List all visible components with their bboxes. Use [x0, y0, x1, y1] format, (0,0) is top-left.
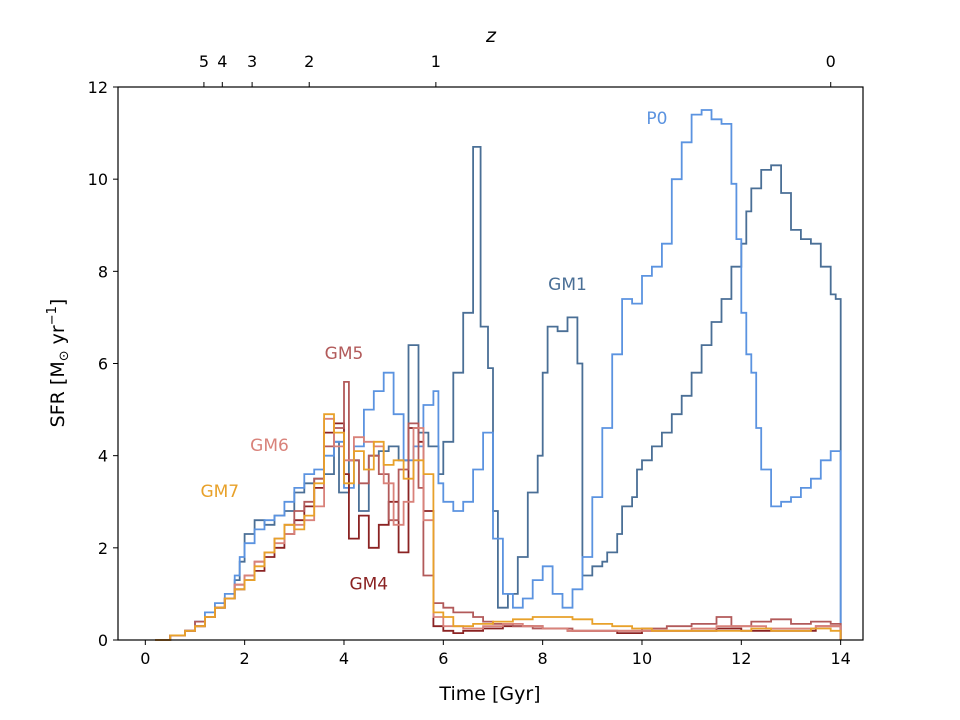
top-tick-label: 1 [431, 52, 441, 71]
series-label-gm6: GM6 [250, 436, 289, 456]
x-tick-label: 12 [731, 649, 751, 668]
x-tick-label: 14 [830, 649, 850, 668]
top-tick-label: 0 [826, 52, 836, 71]
y-tick-label: 0 [98, 631, 108, 650]
y-tick-label: 10 [88, 170, 108, 189]
top-tick-label: 2 [304, 52, 314, 71]
x-axis-title: Time [Gyr] [438, 683, 540, 705]
y-axis: 0 2 4 6 8 10 12 [88, 78, 118, 650]
y-tick-label: 6 [98, 355, 108, 374]
x-axis: 0 2 4 6 8 10 12 14 [140, 640, 851, 668]
series-line-gm7 [155, 413, 842, 641]
series-label-p0: P0 [646, 109, 667, 129]
top-tick-label: 3 [247, 52, 257, 71]
series-labels: GM1 P0 GM4 GM5 GM6 GM7 [200, 109, 667, 594]
series-line-p0 [155, 109, 842, 641]
series-label-gm1: GM1 [548, 275, 587, 295]
x-tick-label: 10 [632, 649, 652, 668]
x-tick-label: 4 [339, 649, 349, 668]
series-layer [155, 109, 842, 641]
x-tick-label: 6 [438, 649, 448, 668]
x-tick-label: 2 [240, 649, 250, 668]
y-tick-label: 2 [98, 539, 108, 558]
x-tick-label: 0 [140, 649, 150, 668]
y-axis-title: SFR [M⊙ yr−1] [45, 299, 72, 428]
x-tick-label: 8 [538, 649, 548, 668]
top-axis-title: z [485, 25, 497, 47]
series-label-gm5: GM5 [325, 344, 364, 364]
y-tick-label: 12 [88, 78, 108, 97]
top-tick-label: 5 [199, 52, 209, 71]
top-tick-label: 4 [217, 52, 227, 71]
y-tick-label: 4 [98, 447, 108, 466]
series-label-gm7: GM7 [200, 482, 239, 502]
series-label-gm4: GM4 [349, 574, 388, 594]
y-tick-label: 8 [98, 262, 108, 281]
